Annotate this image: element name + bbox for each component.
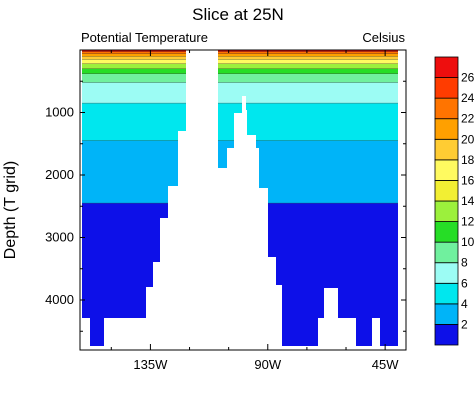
chart-subtitle-right: Celsius	[362, 30, 405, 45]
axis-ticks: 1000 2000 3000 4000 135W 90W 45W	[45, 50, 406, 372]
colorbar-label: 8	[461, 256, 468, 270]
plot-frame	[79, 49, 407, 351]
temp-band-9	[82, 53, 398, 57]
colorbar-label: 4	[461, 297, 468, 311]
temp-band-11	[82, 50, 398, 52]
colorbar-label: 26	[461, 71, 475, 85]
temp-band-8	[82, 56, 398, 60]
land-mask	[80, 50, 406, 350]
colorbar-swatch-8	[434, 159, 459, 181]
colorbar-swatch-12	[434, 77, 459, 99]
colorbar-swatch-6	[434, 200, 459, 222]
colorbar-swatch-11	[434, 97, 459, 120]
temp-band-6	[82, 63, 398, 69]
colorbar-label: 22	[461, 112, 475, 126]
colorbar-label: 20	[461, 132, 475, 146]
colorbar-swatch-7	[434, 180, 459, 202]
y-axis-label: Depth (T grid)	[2, 161, 19, 259]
colorbar-label: 2	[461, 317, 468, 331]
x-tick-label: 135W	[133, 357, 168, 372]
colorbar-label: 12	[461, 215, 475, 229]
colorbar-swatch-0	[434, 324, 459, 346]
y-tick-label: 2000	[45, 167, 74, 182]
colorbar-label: 24	[461, 91, 475, 105]
plot-area	[80, 50, 406, 350]
colorbar-swatch-9	[434, 138, 459, 161]
x-tick-label: 90W	[254, 357, 281, 372]
colorbar-swatch-1	[434, 303, 459, 325]
colorbar-label: 14	[461, 194, 475, 208]
colorbar-swatch-4	[434, 241, 459, 264]
temp-band-10	[82, 51, 398, 54]
y-tick-label: 1000	[45, 105, 74, 120]
colorbar-label: 16	[461, 173, 475, 187]
temp-band-4	[82, 73, 398, 83]
chart-subtitle-left: Potential Temperature	[81, 30, 208, 45]
colorbar-swatch-5	[434, 221, 459, 243]
temp-band-5	[82, 68, 398, 74]
colorbar-label: 6	[461, 276, 468, 290]
y-tick-label: 4000	[45, 292, 74, 307]
chart-title: Slice at 25N	[192, 5, 284, 24]
temp-band-7	[82, 59, 398, 64]
colorbar-swatch-2	[434, 282, 459, 305]
colorbar-swatch-3	[434, 262, 459, 284]
colorbar-label: 10	[461, 235, 475, 249]
colorbar-label: 18	[461, 153, 475, 167]
y-tick-label: 3000	[45, 230, 74, 245]
colorbar-swatch-10	[434, 118, 459, 140]
x-tick-label: 45W	[372, 357, 399, 372]
temp-band-3	[82, 82, 398, 104]
colorbar-swatch-13	[434, 56, 459, 78]
